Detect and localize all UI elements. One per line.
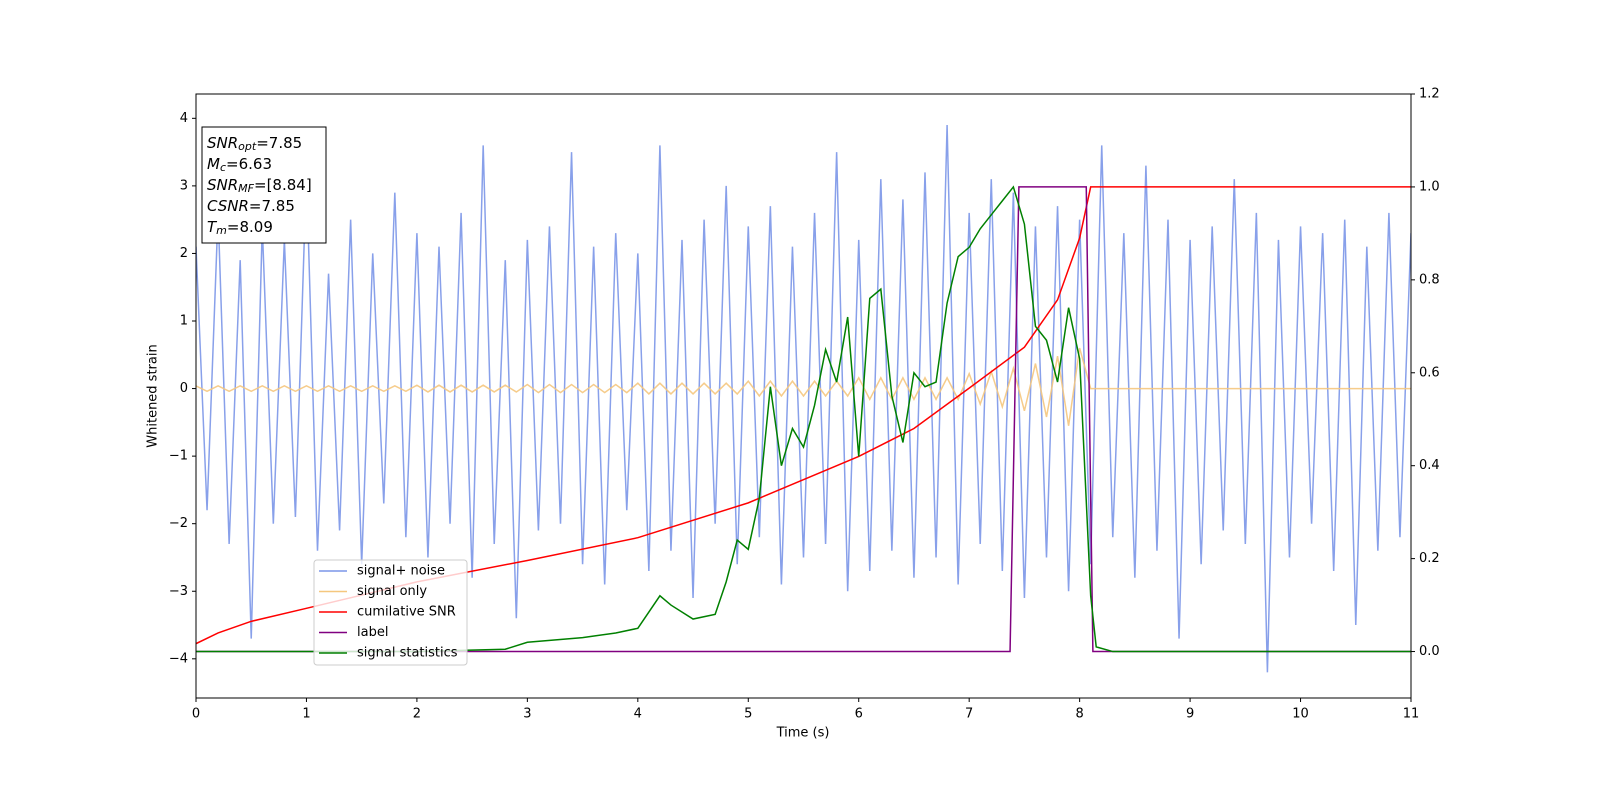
y-tick-label: −4 — [169, 651, 188, 666]
x-tick-label: 4 — [634, 707, 642, 722]
x-tick-label: 11 — [1403, 707, 1420, 722]
x-tick-label: 3 — [523, 707, 531, 722]
series-line — [196, 347, 1411, 426]
series-line — [196, 185, 1411, 653]
annotation-value: =7.85 — [256, 134, 302, 152]
plot-frame — [195, 93, 1412, 699]
y-axis-label: Whitened strain — [146, 344, 161, 447]
annotation-name: M — [207, 155, 220, 173]
annotation-name: T — [207, 218, 218, 236]
annotation-name: SNR — [207, 134, 238, 152]
y2-tick-label: 0.4 — [1419, 458, 1440, 473]
y-tick-label: −3 — [169, 584, 188, 599]
plot-lines — [196, 125, 1411, 673]
x-tick-label: 1 — [302, 707, 310, 722]
annotation-line: Tm=8.09 — [207, 218, 273, 238]
annotation-sub: m — [216, 224, 227, 237]
y-tick-label: 1 — [180, 314, 188, 329]
y-tick-label: 0 — [180, 381, 188, 396]
y2-tick-label: 0.6 — [1419, 365, 1440, 380]
x-tick-label: 0 — [192, 707, 200, 722]
y-tick-label: −2 — [169, 516, 188, 531]
y2-tick-label: 1.2 — [1419, 87, 1440, 102]
y-tick-label: 2 — [180, 246, 188, 261]
x-tick-label: 8 — [1075, 707, 1083, 722]
legend-box — [313, 559, 468, 666]
annotation-line: Mc=6.63 — [207, 155, 272, 175]
y2-tick-label: 0.2 — [1419, 551, 1440, 566]
x-tick-label: 9 — [1186, 707, 1194, 722]
annotation-name: CSNR — [207, 197, 249, 215]
legend-label: label — [357, 625, 388, 640]
y2-tick-label: 0.8 — [1419, 272, 1440, 287]
annotation-value: =8.09 — [227, 218, 273, 236]
annotation-box — [201, 126, 327, 244]
y-tick-label: 3 — [180, 178, 188, 193]
annotation-value: =[8.84] — [254, 176, 312, 194]
x-tick-label: 7 — [965, 707, 973, 722]
x-tick-label: 2 — [413, 707, 421, 722]
x-tick-label: 5 — [744, 707, 752, 722]
annotation-value: =6.63 — [226, 155, 272, 173]
annotation-name: SNR — [207, 176, 238, 194]
y-tick-label: −1 — [169, 449, 188, 464]
annotation-value: =7.85 — [249, 197, 295, 215]
x-tick-label: 6 — [855, 707, 863, 722]
annotation-sub: MF — [238, 182, 254, 195]
y-tick-label: 4 — [180, 111, 188, 126]
annotation-line: SNRopt=7.85 — [207, 134, 302, 154]
x-tick-label: 10 — [1292, 707, 1309, 722]
legend-label: signal only — [357, 584, 427, 599]
legend-label: signal+ noise — [357, 564, 445, 579]
series-line — [196, 125, 1411, 673]
y2-tick-label: 1.0 — [1419, 179, 1440, 194]
y2-tick-label: 0.0 — [1419, 644, 1440, 659]
annotation-sub: opt — [238, 140, 257, 153]
annotation-line: SNRMF=[8.84] — [207, 176, 312, 196]
annotation-line: CSNR=7.85 — [207, 197, 295, 215]
x-axis-label: Time (s) — [776, 726, 830, 741]
annotation-sub: c — [220, 161, 226, 174]
legend-label: signal statistics — [357, 646, 458, 661]
legend-label: cumilative SNR — [357, 605, 456, 620]
series-line — [196, 186, 1411, 645]
